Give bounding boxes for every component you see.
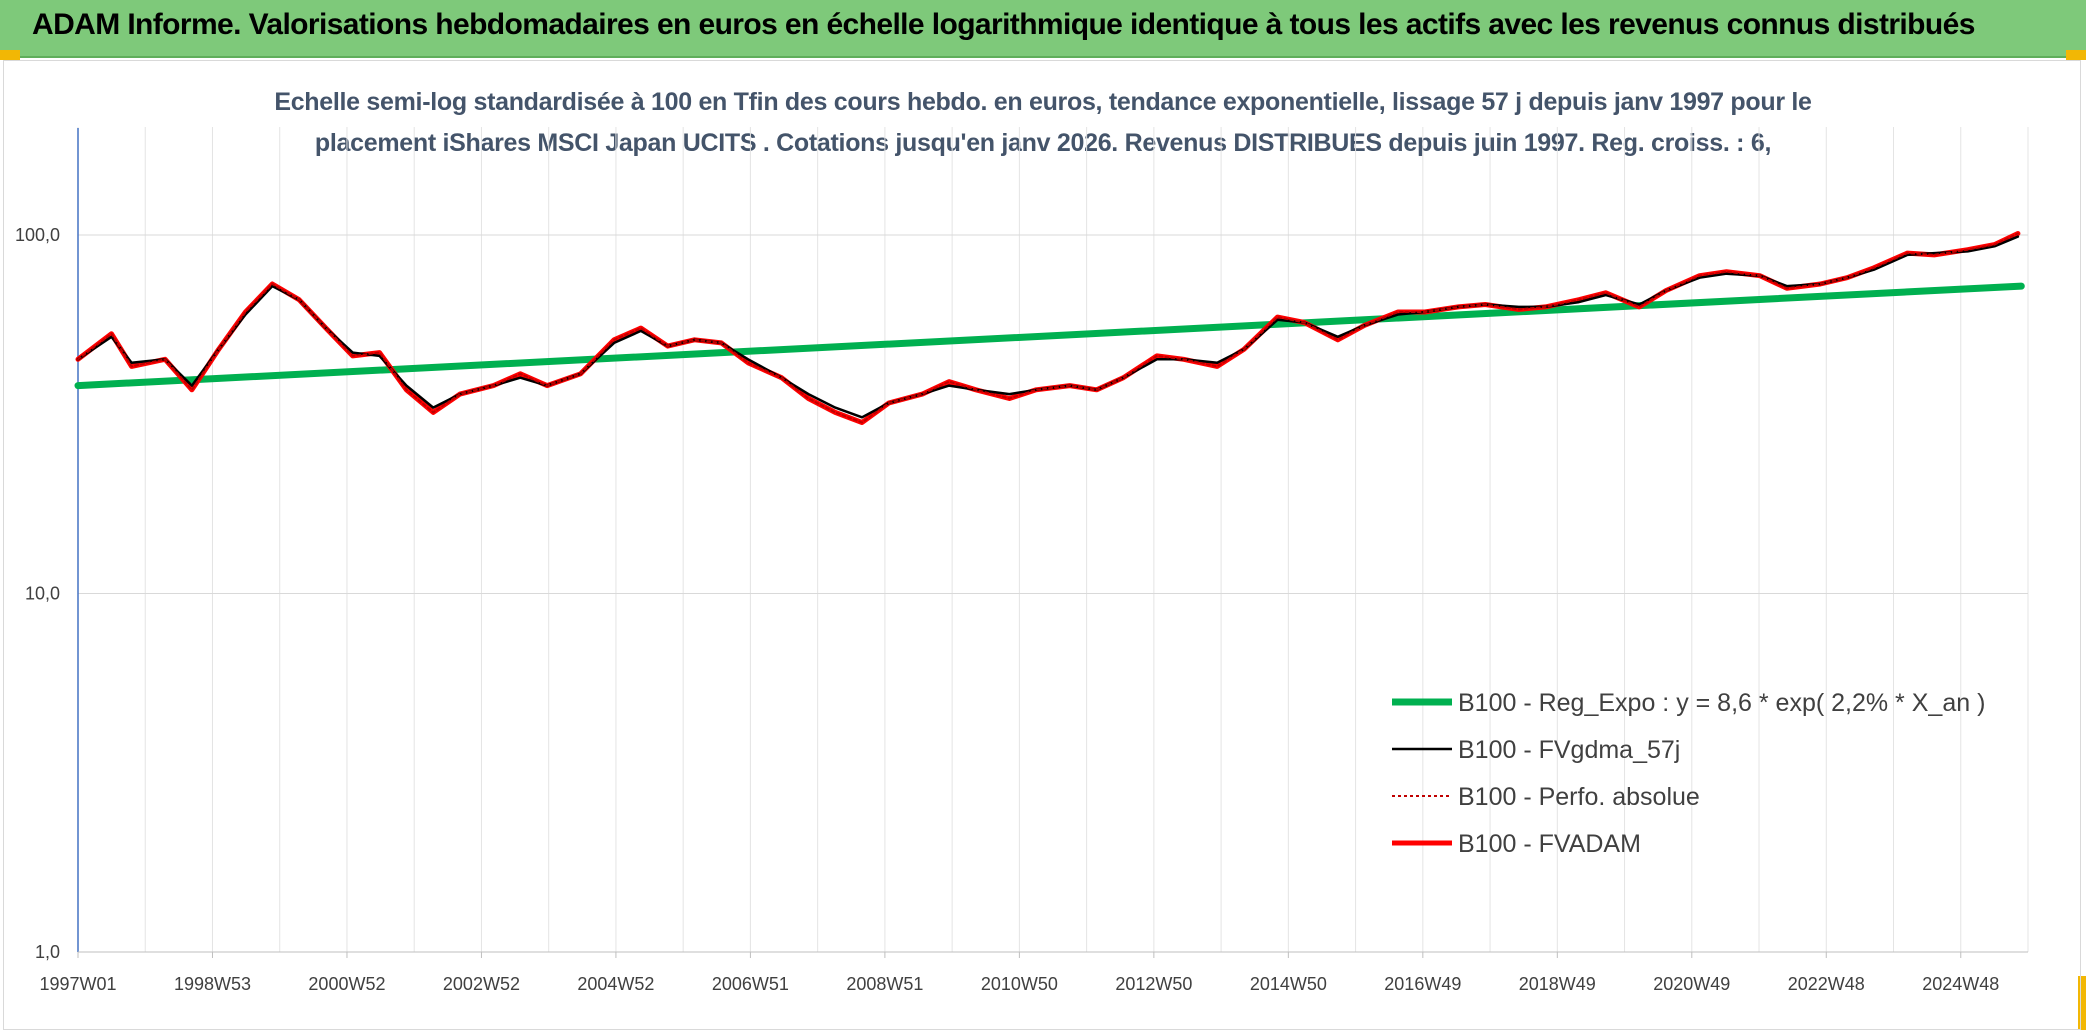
series-line-0 [74, 282, 2025, 390]
x-tick-label: 2006W51 [712, 974, 789, 994]
x-tick-label: 2002W52 [443, 974, 520, 994]
series-line-3 [75, 231, 2021, 425]
chart-subtitle: placement iShares MSCI Japan UCITS . Cot… [314, 129, 1772, 157]
x-tick-label: 2020W49 [1653, 974, 1730, 994]
y-tick-label: 100,0 [15, 225, 60, 245]
chart-frame [3, 60, 2081, 1030]
legend-entry: B100 - Perfo. absolue [1458, 783, 1700, 811]
chart-legend: B100 - Reg_Expo : y = 8,6 * exp( 2,2% * … [1392, 689, 1985, 858]
x-tick-label: 2008W51 [846, 974, 923, 994]
corner-marker-left [0, 50, 20, 60]
y-tick-label: 10,0 [25, 584, 60, 604]
legend-entry: B100 - Reg_Expo : y = 8,6 * exp( 2,2% * … [1458, 689, 1985, 717]
x-tick-label: 2004W52 [577, 974, 654, 994]
x-tick-label: 2018W49 [1519, 974, 1596, 994]
series-line-2 [77, 232, 2019, 424]
x-tick-label: 2022W48 [1788, 974, 1865, 994]
axis-layer: 1,0 10,0 100,0 1997W01 1998W53 2000W52 2002W52… [15, 128, 2028, 994]
x-tick-label: 2012W50 [1115, 974, 1192, 994]
x-tick-label: 2010W50 [981, 974, 1058, 994]
legend-entry: B100 - FVADAM [1458, 830, 1641, 858]
x-tick-label: 2014W50 [1250, 974, 1327, 994]
legend-entry: B100 - FVgdma_57j [1458, 736, 1680, 764]
x-tick-label: 2000W52 [308, 974, 385, 994]
series-line-1 [76, 235, 2020, 419]
x-tick-label: 1998W53 [174, 974, 251, 994]
chart-title: Echelle semi-log standardisée à 100 en T… [274, 88, 1812, 116]
header-bar: ADAM Informe. Valorisations hebdomadaire… [0, 0, 2086, 58]
page-title: ADAM Informe. Valorisations hebdomadaire… [32, 8, 1975, 41]
grid-layer [77, 127, 2029, 953]
corner-marker-bottom-right [2078, 976, 2086, 1030]
x-tick-label: 1997W01 [39, 974, 116, 994]
x-tick-label: 2016W49 [1384, 974, 1461, 994]
series-layer [74, 231, 2025, 425]
y-tick-label: 1,0 [35, 942, 60, 962]
corner-marker-right [2066, 50, 2086, 60]
x-tick-label: 2024W48 [1922, 974, 1999, 994]
